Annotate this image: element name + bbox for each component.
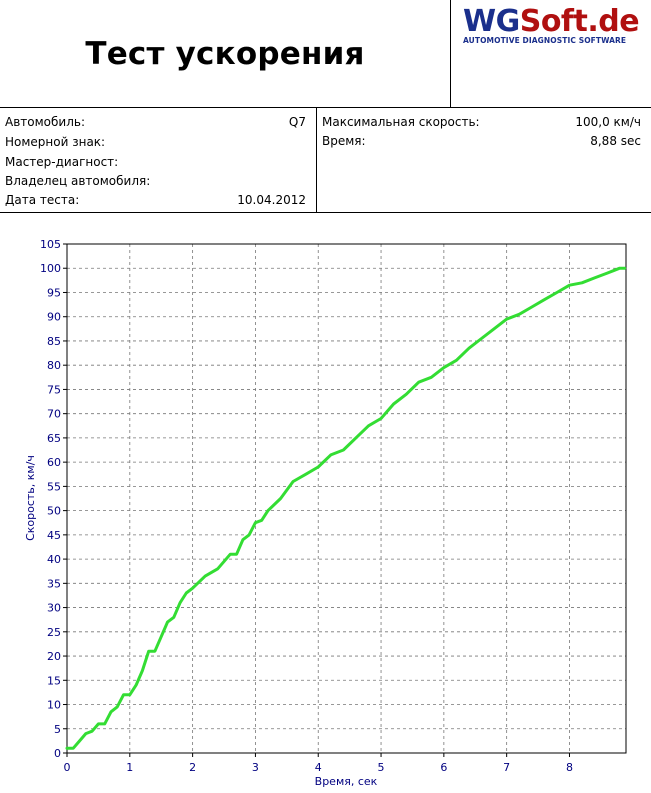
vehicle-info-left: Автомобиль: Q7 Номерной знак: Мастер-диа…	[0, 107, 317, 212]
y-tick-label: 40	[47, 553, 61, 566]
y-tick-label: 60	[47, 456, 61, 469]
car-value: Q7	[288, 115, 306, 129]
report-header: Тест ускорения WGSoft.de AUTOMOTIVE DIAG…	[0, 0, 651, 108]
y-tick-label: 90	[47, 311, 61, 324]
x-tick-label: 6	[440, 761, 447, 774]
y-tick-label: 100	[40, 262, 61, 275]
logo-wg: WG	[463, 4, 520, 39]
x-tick-label: 0	[64, 761, 71, 774]
y-tick-label: 30	[47, 602, 61, 615]
y-tick-label: 0	[54, 747, 61, 760]
y-tick-label: 15	[47, 674, 61, 687]
x-tick-label: 7	[503, 761, 510, 774]
acceleration-chart: 0 5 10 15 20 25 30 35 40 45 50 55 60 65 70 75 80 85 90 95 10…	[0, 212, 651, 789]
y-tick-label: 35	[47, 577, 61, 590]
chart-svg: 0510152025303540455055606570758085909510…	[24, 238, 627, 788]
vehicle-info-panel: Автомобиль: Q7 Номерной знак: Мастер-диа…	[0, 107, 651, 213]
y-tick-label: 55	[47, 480, 61, 493]
technician-label: Мастер-диагност:	[5, 155, 119, 169]
x-tick-label: 8	[566, 761, 573, 774]
y-axis: 0 5 10 15 20 25 30 35 40 45 50 55 60 65 70 75 80 85 90 95 10…	[40, 238, 67, 760]
max-speed-value: 100,0 км/ч	[575, 115, 641, 129]
y-tick-label: 25	[47, 626, 61, 639]
y-axis-label: Скорость, км/ч	[24, 455, 37, 541]
y-tick-label: 80	[47, 359, 61, 372]
x-tick-label: 4	[315, 761, 322, 774]
logo-subtitle: AUTOMOTIVE DIAGNOSTIC SOFTWARE	[463, 36, 627, 45]
y-tick-label: 85	[47, 335, 61, 348]
y-tick-label: 70	[47, 408, 61, 421]
plate-label: Номерной знак:	[5, 135, 106, 149]
y-tick-label: 95	[47, 286, 61, 299]
test-date-label: Дата теста:	[5, 193, 80, 207]
x-tick-label: 2	[189, 761, 196, 774]
y-tick-label: 75	[47, 383, 61, 396]
y-tick-label: 50	[47, 505, 61, 518]
y-tick-label: 65	[47, 432, 61, 445]
y-tick-label: 5	[54, 723, 61, 736]
page-title: Тест ускорения	[85, 35, 365, 72]
owner-label: Владелец автомобиля:	[5, 174, 151, 188]
test-result-panel: Максимальная скорость: 100,0 км/ч Время:…	[317, 107, 651, 212]
logo-wordmark: WGSoft.de	[463, 4, 640, 39]
test-date-value: 10.04.2012	[237, 193, 306, 207]
y-tick-label: 45	[47, 529, 61, 542]
x-tick-label: 5	[378, 761, 385, 774]
x-tick-label: 3	[252, 761, 259, 774]
chart-grid	[67, 244, 626, 753]
y-tick-label: 105	[40, 238, 61, 251]
x-axis-label: Время, сек	[315, 775, 378, 788]
time-label: Время:	[322, 134, 366, 148]
logo-soft: Soft.de	[519, 4, 640, 39]
x-tick-label: 1	[126, 761, 133, 774]
speed-series-line	[65, 266, 627, 750]
plot-area-frame	[66, 243, 627, 754]
time-value: 8,88 sec	[590, 134, 641, 148]
max-speed-label: Максимальная скорость:	[322, 115, 480, 129]
logo: WGSoft.de AUTOMOTIVE DIAGNOSTIC SOFTWARE	[450, 0, 651, 107]
y-tick-label: 20	[47, 650, 61, 663]
y-tick-label: 10	[47, 699, 61, 712]
x-axis: 0 1 2 3 4 5 6 7 8	[64, 753, 573, 774]
car-label: Автомобиль:	[5, 115, 85, 129]
